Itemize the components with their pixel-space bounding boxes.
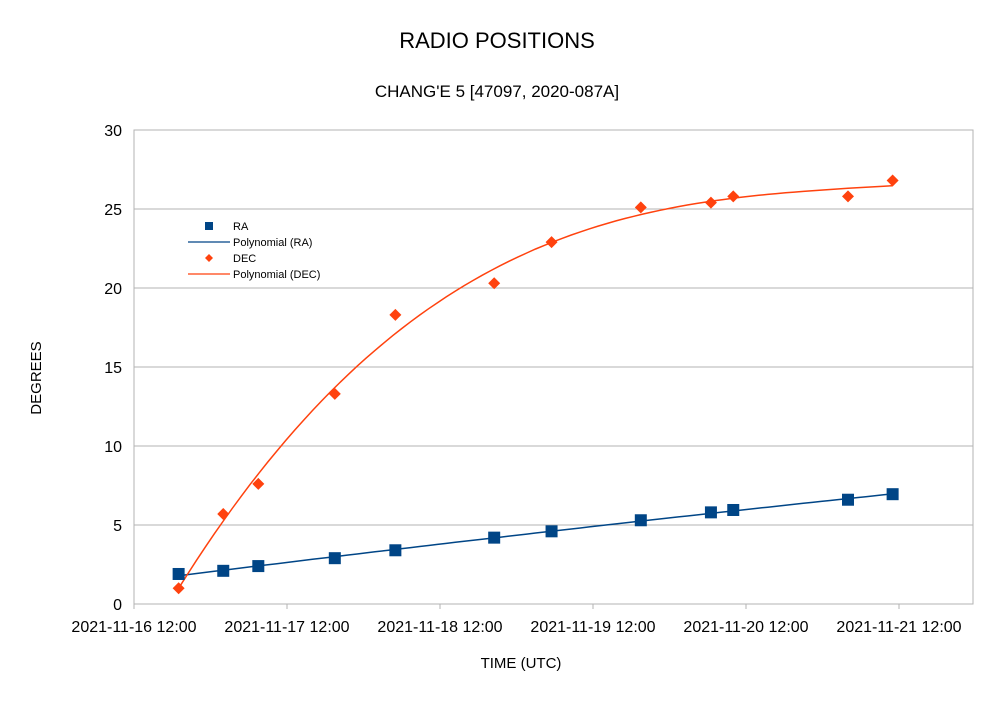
y-tick-label: 20 xyxy=(104,281,122,298)
legend-marker-dec xyxy=(205,254,213,262)
y-tick-label: 10 xyxy=(104,439,122,456)
point-ra xyxy=(172,567,185,580)
x-tick-label: 2021-11-21 12:00 xyxy=(836,619,961,636)
legend-label: DEC xyxy=(233,253,256,265)
legend-marker-ra xyxy=(205,222,213,230)
y-tick-label: 25 xyxy=(104,202,122,219)
point-ra xyxy=(886,488,899,501)
point-dec xyxy=(727,190,740,203)
x-axis-label: TIME (UTC) xyxy=(481,655,562,672)
x-tick-label: 2021-11-17 12:00 xyxy=(224,619,349,636)
point-dec xyxy=(488,277,501,290)
point-ra xyxy=(328,552,341,565)
plot-frame xyxy=(133,129,974,605)
point-dec xyxy=(172,582,185,595)
plot-area: 0 5 10 15 20 25 30 2021-11-16 12:00 2021-11-17 1… xyxy=(71,123,974,636)
point-ra xyxy=(842,493,854,506)
chart-title: RADIO POSITIONS xyxy=(399,28,595,53)
x-tick-label: 2021-11-19 12:00 xyxy=(530,619,655,636)
trendline-dec xyxy=(177,184,893,589)
point-ra xyxy=(704,506,717,519)
y-tick-label: 15 xyxy=(104,360,122,377)
point-ra xyxy=(545,525,558,538)
point-ra xyxy=(217,564,230,577)
y-tick-label: 30 xyxy=(104,123,122,140)
x-tick-label: 2021-11-18 12:00 xyxy=(377,619,502,636)
trendline-ra xyxy=(178,493,893,577)
chart-subtitle: CHANG'E 5 [47097, 2020-087A] xyxy=(375,82,619,101)
x-tick-label: 2021-11-16 12:00 xyxy=(71,619,196,636)
point-dec xyxy=(634,201,647,214)
point-dec xyxy=(389,308,402,321)
x-tick-label: 2021-11-20 12:00 xyxy=(683,619,808,636)
legend-label: RA xyxy=(233,221,249,233)
point-dec xyxy=(217,507,230,520)
point-ra xyxy=(252,560,265,573)
y-tick-label: 0 xyxy=(113,597,122,614)
point-ra xyxy=(634,514,647,527)
y-tick-label: 5 xyxy=(113,518,122,535)
point-dec xyxy=(545,236,558,249)
y-axis-label: DEGREES xyxy=(28,341,45,414)
point-ra xyxy=(727,503,740,516)
point-ra xyxy=(389,544,402,557)
point-dec xyxy=(704,196,717,209)
point-dec xyxy=(886,174,899,187)
legend-label: Polynomial (RA) xyxy=(233,237,312,249)
point-ra xyxy=(488,531,501,544)
point-dec xyxy=(252,477,265,490)
legend-label: Polynomial (DEC) xyxy=(233,269,320,281)
point-dec xyxy=(328,387,341,400)
point-dec xyxy=(842,190,854,203)
